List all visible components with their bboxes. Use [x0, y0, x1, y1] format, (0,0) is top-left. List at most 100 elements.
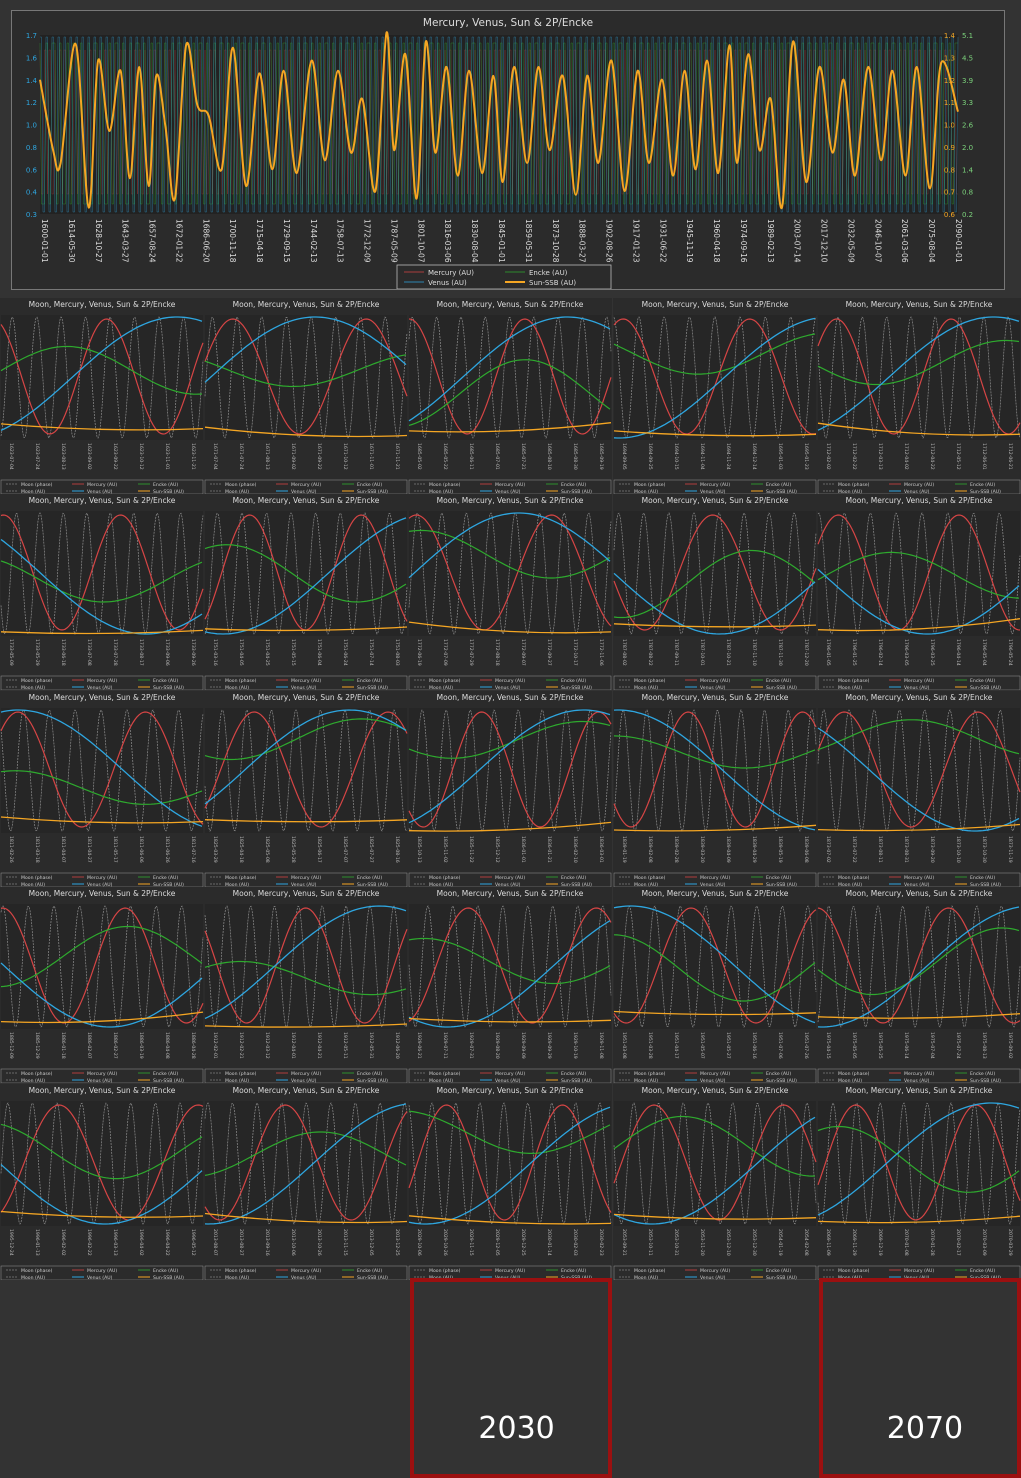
legend-label: Sun-SSB (AU) [970, 1275, 1001, 1280]
subchart-date-label: 2029-12-05 [494, 1229, 500, 1256]
subchart-date-label: 1787-12-20 [803, 639, 809, 666]
subchart-legend-box [409, 1265, 612, 1280]
subchart: Moon, Mercury, Venus, Sun & 2P/Encke 1796… [817, 496, 1021, 691]
y2-tick-label: 2.0 [962, 144, 973, 152]
subchart-date-label: 1886-04-28 [190, 1032, 196, 1059]
legend-label: Encke (AU) [153, 875, 178, 881]
subchart-date-label: 1712-02-02 [825, 443, 831, 470]
subchart-legend: Moon (phase) Mercury (AU) Encke (AU) Moon (… [0, 676, 204, 691]
legend-label: Moon (AU) [21, 1275, 45, 1280]
subchart-legend: Moon (phase) Mercury (AU) Encke (AU) Moon (… [0, 1265, 204, 1280]
legend-label: Moon (phase) [634, 875, 666, 881]
legend-label: Venus (AU) [904, 685, 930, 690]
subchart-date-label: 1751-06-24 [342, 639, 348, 666]
series-sun-ssb [409, 821, 612, 832]
subchart-date-label: 1886-03-19 [138, 1032, 144, 1059]
legend-label: Mercury (AU) [495, 678, 525, 684]
subchart-date-label: 1751-04-05 [238, 639, 244, 666]
legend-label: Mercury (AU) [291, 1071, 321, 1077]
subchart-date-label: 1623-10-12 [138, 443, 144, 470]
subchart-date-label: 1929-06-21 [416, 1032, 422, 1059]
series-moon [409, 316, 612, 439]
subchart-plot-area [409, 511, 612, 637]
subchart-date-label: 1836-03-01 [598, 836, 604, 863]
subchart: Moon, Mercury, Venus, Sun & 2P/Encke 2029… [408, 1086, 612, 1280]
subchart-plot-area [205, 511, 408, 637]
subchart-date-label: 1873-10-30 [981, 836, 987, 863]
subchart-legend: Moon (phase) Mercury (AU) Encke (AU) Moon (… [204, 1265, 408, 1280]
subchart-plot-area [1, 904, 203, 1030]
subchart-plot-area [1, 315, 203, 440]
legend-label: Venus (AU) [87, 685, 113, 690]
legend-label: Moon (AU) [225, 1275, 249, 1280]
subchart-plot-area [205, 315, 408, 440]
subchart-date-label: 1975-07-24 [955, 1032, 961, 1059]
x-tick-label: 1772-12-09 [363, 219, 372, 263]
series-encke [817, 339, 1019, 386]
subchart-date-label: 1886-02-27 [112, 1032, 118, 1059]
legend-label: Moon (AU) [838, 685, 862, 690]
subchart-date-label: 1975-06-14 [903, 1032, 909, 1059]
series-venus [613, 709, 815, 831]
subchart-date-label: 1835-10-13 [416, 836, 422, 863]
subchart-date-label: 2053-09-21 [621, 1229, 627, 1256]
legend-label: Sun-SSB (AU) [153, 882, 184, 887]
x-tick-label: 1744-02-13 [309, 219, 318, 263]
x-tick-label: 1715-04-18 [255, 219, 264, 263]
subchart-panel: Moon, Mercury, Venus, Sun & 2P/Encke 1835… [408, 690, 613, 887]
legend-label: Venus (AU) [495, 1078, 521, 1083]
subchart-date-label: 1873-07-02 [825, 836, 831, 863]
subchart-date-label: 1836-01-21 [546, 836, 552, 863]
series-encke [0, 345, 203, 395]
subchart-date-label: 1951-07-26 [803, 1032, 809, 1059]
legend-label: Mercury (AU) [495, 482, 525, 488]
series-moon [204, 512, 408, 636]
legend-label: Moon (AU) [429, 685, 453, 690]
subchart: Moon, Mercury, Venus, Sun & 2P/Encke 1694… [613, 300, 816, 494]
legend-label: Sun-SSB (AU) [153, 1275, 184, 1280]
series-mercury [0, 711, 204, 828]
subchart-date-label: 1873-07-22 [851, 836, 857, 863]
subchart-date-label: 1623-09-02 [86, 443, 92, 470]
subchart: Moon, Mercury, Venus, Sun & 2P/Encke 1951… [613, 889, 816, 1084]
legend-label: Mercury (AU) [291, 875, 321, 881]
subchart-title: Moon, Mercury, Venus, Sun & 2P/Encke [233, 889, 380, 898]
legend-label: Moon (AU) [838, 882, 862, 887]
subchart-date-label: 1623-07-04 [8, 443, 14, 470]
subchart: Moon, Mercury, Venus, Sun & 2P/Encke 1912… [204, 889, 408, 1084]
subchart-panel: Moon, Mercury, Venus, Sun & 2P/Encke 2029… [408, 1083, 613, 1280]
subchart-title: Moon, Mercury, Venus, Sun & 2P/Encke [437, 300, 584, 309]
series-encke [0, 769, 203, 805]
series-venus [817, 906, 1019, 1028]
series-mercury [409, 907, 612, 1024]
series-encke [409, 530, 611, 579]
subchart-legend: Moon (phase) Mercury (AU) Encke (AU) Moon (… [613, 676, 816, 691]
subchart: Moon, Mercury, Venus, Sun & 2P/Encke 1811… [0, 693, 204, 887]
series-mercury [0, 907, 204, 1024]
subchart-panel: Moon, Mercury, Venus, Sun & 2P/Encke 1873… [816, 690, 1021, 887]
subchart: Moon, Mercury, Venus, Sun & 2P/Encke 1975… [817, 889, 1021, 1084]
subchart-date-label: 1671-07-24 [238, 443, 244, 470]
series-encke [613, 934, 815, 1002]
subchart: Moon, Mercury, Venus, Sun & 2P/Encke 1733… [0, 496, 204, 691]
y2-inner-tick-label: 0.9 [944, 144, 955, 152]
subchart-date-label: 1951-04-17 [673, 1032, 679, 1059]
subchart-date-label: 1751-07-14 [368, 639, 374, 666]
subchart-legend-box [0, 872, 204, 887]
legend-label: Encke (AU) [766, 1268, 791, 1274]
legend-label: Moon (phase) [21, 678, 53, 684]
subchart-legend-box [0, 479, 204, 494]
x-tick-label: 1931-06-22 [658, 219, 667, 263]
subchart-date-label: 2030-02-03 [572, 1229, 578, 1256]
subchart-date-label: 1996-05-12 [190, 1229, 196, 1256]
subchart-date-label: 1712-03-13 [877, 443, 883, 470]
subchart-date-label: 2053-10-31 [673, 1229, 679, 1256]
series-moon [613, 316, 816, 439]
subchart-date-label: 1996-03-13 [112, 1229, 118, 1256]
subchart-date-label: 1712-06-21 [1007, 443, 1013, 470]
legend-label: Encke (AU) [970, 1071, 995, 1077]
subchart-legend: Moon (phase) Mercury (AU) Encke (AU) Moon (… [0, 872, 204, 887]
legend-label: Sun-SSB (AU) [561, 882, 592, 887]
legend-label: Moon (phase) [429, 482, 461, 488]
subchart-panel: Moon, Mercury, Venus, Sun & 2P/Encke 1671… [204, 298, 409, 494]
